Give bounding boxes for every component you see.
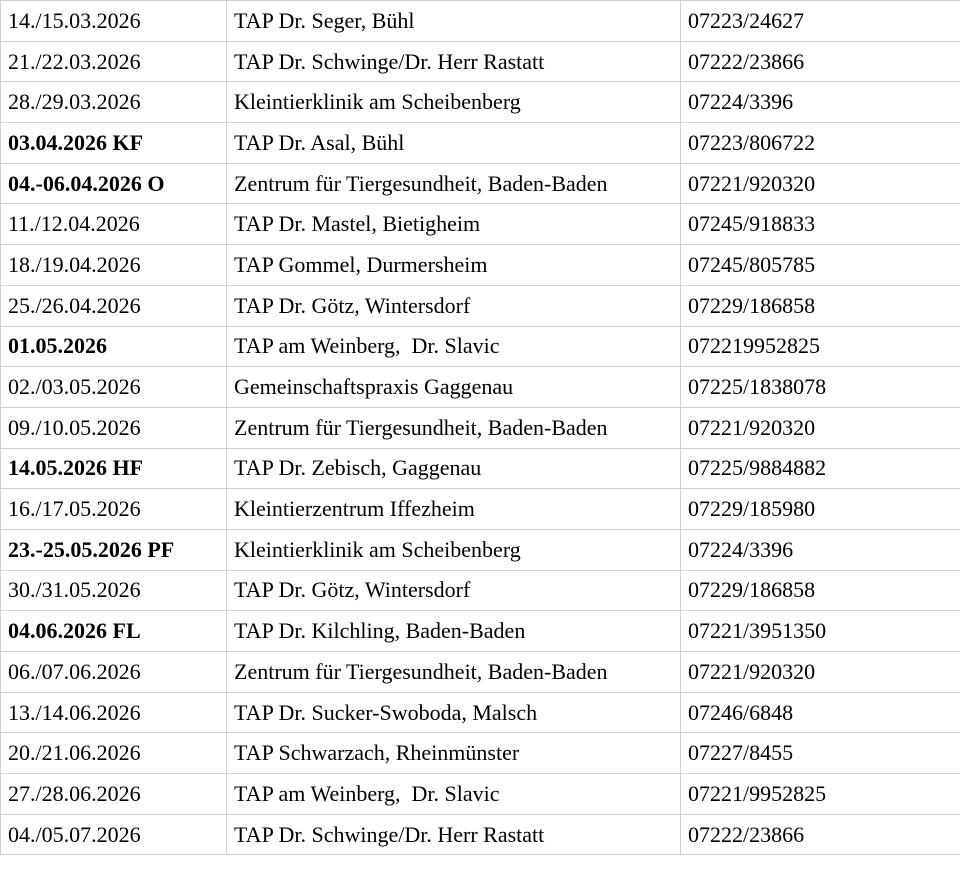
practice-cell: Kleintierklinik am Scheibenberg <box>226 81 681 124</box>
practice-cell: TAP am Weinberg, Dr. Slavic <box>226 325 681 368</box>
table-row: 11./12.04.2026 TAP Dr. Mastel, Bietigheim… <box>0 203 960 246</box>
phone-cell: 07223/806722 <box>680 122 960 164</box>
table-row: 21./22.03.2026 TAP Dr. Schwinge/Dr. Herr … <box>0 40 960 83</box>
date-cell: 30./31.05.2026 <box>0 569 227 612</box>
date-cell: 06./07.06.2026 <box>0 651 227 693</box>
date-cell: 03.04.2026 KF <box>0 122 227 164</box>
date-cell: 11./12.04.2026 <box>0 203 227 246</box>
date-cell: 20./21.06.2026 <box>0 732 227 775</box>
practice-cell: TAP Dr. Kilchling, Baden-Baden <box>226 610 681 652</box>
phone-cell: 07221/920320 <box>680 651 960 693</box>
table-row: 04./05.07.2026 TAP Dr. Schwinge/Dr. Herr … <box>0 813 960 856</box>
table-row: 25./26.04.2026 TAP Dr. Götz, Wintersdorf 0… <box>0 284 960 327</box>
date-cell: 21./22.03.2026 <box>0 40 227 83</box>
phone-cell: 07227/8455 <box>680 732 960 775</box>
date-cell: 28./29.03.2026 <box>0 81 227 124</box>
phone-cell: 07222/23866 <box>680 40 960 83</box>
table-row: 14.05.2026 HF TAP Dr. Zebisch, Gaggenau 07… <box>0 447 960 490</box>
date-cell: 01.05.2026 <box>0 325 227 368</box>
phone-cell: 07225/9884882 <box>680 447 960 490</box>
date-cell: 18./19.04.2026 <box>0 244 227 286</box>
table-row: 04.06.2026 FL TAP Dr. Kilchling, Baden-Ba… <box>0 610 960 652</box>
practice-cell: Gemeinschaftspraxis Gaggenau <box>226 366 681 408</box>
table-row: 13./14.06.2026 TAP Dr. Sucker-Swoboda, Ma… <box>0 691 960 734</box>
practice-cell: TAP Dr. Seger, Bühl <box>226 0 681 42</box>
table-row: 20./21.06.2026 TAP Schwarzach, Rheinmünst… <box>0 732 960 775</box>
practice-cell: TAP am Weinberg, Dr. Slavic <box>226 773 681 815</box>
practice-cell: Zentrum für Tiergesundheit, Baden-Baden <box>226 406 681 449</box>
date-cell: 16./17.05.2026 <box>0 488 227 530</box>
date-cell: 14./15.03.2026 <box>0 0 227 42</box>
phone-cell: 07245/918833 <box>680 203 960 246</box>
phone-cell: 07225/1838078 <box>680 366 960 408</box>
table-row: 09./10.05.2026 Zentrum für Tiergesundheit… <box>0 406 960 449</box>
date-cell: 14.05.2026 HF <box>0 447 227 490</box>
phone-cell: 07221/920320 <box>680 162 960 205</box>
table-row: 03.04.2026 KF TAP Dr. Asal, Bühl 07223/806… <box>0 122 960 164</box>
date-cell: 09./10.05.2026 <box>0 406 227 449</box>
table-row: 02./03.05.2026 Gemeinschaftspraxis Gaggen… <box>0 366 960 408</box>
table-row: 06./07.06.2026 Zentrum für Tiergesundheit… <box>0 651 960 693</box>
date-cell: 02./03.05.2026 <box>0 366 227 408</box>
table-row: 14./15.03.2026 TAP Dr. Seger, Bühl 07223/2… <box>0 0 960 42</box>
phone-cell: 07246/6848 <box>680 691 960 734</box>
phone-cell: 07245/805785 <box>680 244 960 286</box>
table-row: 27./28.06.2026 TAP am Weinberg, Dr. Slavi… <box>0 773 960 815</box>
phone-cell: 072219952825 <box>680 325 960 368</box>
date-cell: 23.-25.05.2026 PF <box>0 528 227 571</box>
schedule-table: 14./15.03.2026 TAP Dr. Seger, Bühl 07223/2… <box>0 0 960 856</box>
date-cell: 27./28.06.2026 <box>0 773 227 815</box>
practice-cell: TAP Dr. Götz, Wintersdorf <box>226 284 681 327</box>
practice-cell: TAP Dr. Zebisch, Gaggenau <box>226 447 681 490</box>
phone-cell: 07229/186858 <box>680 284 960 327</box>
practice-cell: TAP Gommel, Durmersheim <box>226 244 681 286</box>
table-row: 01.05.2026 TAP am Weinberg, Dr. Slavic 072… <box>0 325 960 368</box>
practice-cell: TAP Schwarzach, Rheinmünster <box>226 732 681 775</box>
phone-cell: 07224/3396 <box>680 81 960 124</box>
phone-cell: 07224/3396 <box>680 528 960 571</box>
practice-cell: Kleintierzentrum Iffezheim <box>226 488 681 530</box>
practice-cell: TAP Dr. Schwinge/Dr. Herr Rastatt <box>226 813 681 856</box>
table-body: 14./15.03.2026 TAP Dr. Seger, Bühl 07223/2… <box>0 0 960 856</box>
practice-cell: Kleintierklinik am Scheibenberg <box>226 528 681 571</box>
table-row: 18./19.04.2026 TAP Gommel, Durmersheim 072… <box>0 244 960 286</box>
phone-cell: 07229/185980 <box>680 488 960 530</box>
practice-cell: TAP Dr. Sucker-Swoboda, Malsch <box>226 691 681 734</box>
practice-cell: TAP Dr. Asal, Bühl <box>226 122 681 164</box>
phone-cell: 07229/186858 <box>680 569 960 612</box>
date-cell: 04./05.07.2026 <box>0 813 227 856</box>
practice-cell: Zentrum für Tiergesundheit, Baden-Baden <box>226 651 681 693</box>
phone-cell: 07221/920320 <box>680 406 960 449</box>
practice-cell: TAP Dr. Götz, Wintersdorf <box>226 569 681 612</box>
table-row: 16./17.05.2026 Kleintierzentrum Iffezheim… <box>0 488 960 530</box>
table-row: 28./29.03.2026 Kleintierklinik am Scheibe… <box>0 81 960 124</box>
phone-cell: 07223/24627 <box>680 0 960 42</box>
date-cell: 25./26.04.2026 <box>0 284 227 327</box>
date-cell: 04.06.2026 FL <box>0 610 227 652</box>
date-cell: 04.-06.04.2026 O <box>0 162 227 205</box>
practice-cell: Zentrum für Tiergesundheit, Baden-Baden <box>226 162 681 205</box>
table-row: 04.-06.04.2026 O Zentrum für Tiergesundhe… <box>0 162 960 205</box>
table-row: 23.-25.05.2026 PF Kleintierklinik am Sche… <box>0 528 960 571</box>
phone-cell: 07222/23866 <box>680 813 960 856</box>
date-cell: 13./14.06.2026 <box>0 691 227 734</box>
table-row: 30./31.05.2026 TAP Dr. Götz, Wintersdorf 0… <box>0 569 960 612</box>
practice-cell: TAP Dr. Mastel, Bietigheim <box>226 203 681 246</box>
phone-cell: 07221/9952825 <box>680 773 960 815</box>
phone-cell: 07221/3951350 <box>680 610 960 652</box>
practice-cell: TAP Dr. Schwinge/Dr. Herr Rastatt <box>226 40 681 83</box>
